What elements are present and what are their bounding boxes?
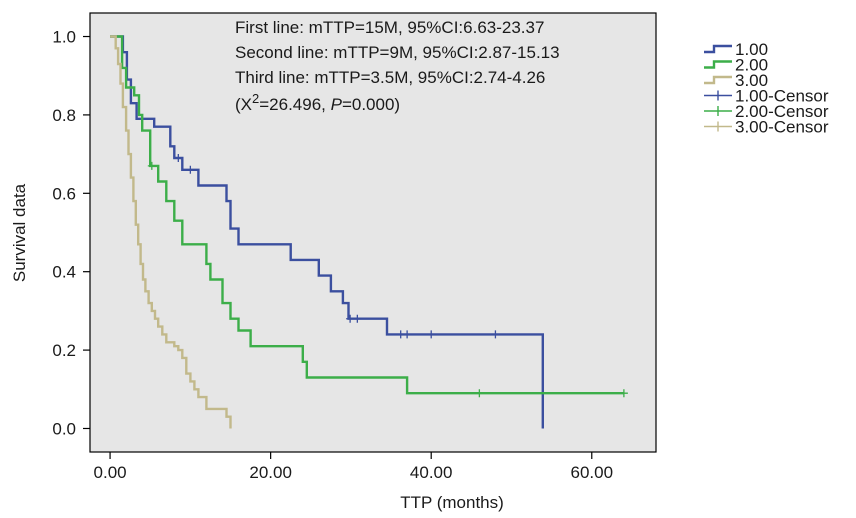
legend-label-2: 2.00 xyxy=(735,56,768,75)
legend-swatch-1 xyxy=(704,44,732,54)
legend-censor-label-3: 3.00-Censor xyxy=(735,118,829,137)
y-tick-label: 0.0 xyxy=(52,419,76,438)
series-1-censor-mark xyxy=(174,154,183,163)
y-tick-label: 0.4 xyxy=(52,263,76,282)
plot-area xyxy=(89,12,657,453)
legend-censor-swatch-1 xyxy=(704,90,732,101)
series-1-censor-mark xyxy=(346,314,355,323)
legend-label-1: 1.00 xyxy=(735,40,768,59)
annotation-statistic: (X2=26.496, P=0.000) xyxy=(235,91,400,114)
series-1-line xyxy=(110,35,544,429)
legend-swatch-3 xyxy=(704,75,732,85)
legend-censor-swatch-2 xyxy=(704,106,732,116)
x-tick-label: 0.00 xyxy=(94,463,127,482)
y-tick-label: 0.6 xyxy=(52,184,76,203)
stat-p-label: P xyxy=(331,95,343,114)
annotation-second-line: Second line: mTTP=9M, 95%CI:2.87-15.13 xyxy=(235,43,560,62)
series-1-censor-mark xyxy=(491,330,500,339)
series-2-censor-mark xyxy=(475,389,484,398)
stat-value: =26.496, xyxy=(259,95,330,114)
series-2-line xyxy=(110,35,624,395)
series-2-censor-mark xyxy=(619,389,628,398)
y-axis-label: Survival data xyxy=(10,183,29,282)
y-tick-label: 1.0 xyxy=(52,28,76,47)
series-1-censor-mark xyxy=(353,314,362,323)
legend-censor-label-1: 1.00-Censor xyxy=(735,87,829,106)
stat-open: (X xyxy=(235,95,252,114)
legend-censor-swatch-3 xyxy=(704,121,732,132)
stats-annotation: First line: mTTP=15M, 95%CI:6.63-23.37 S… xyxy=(235,18,560,114)
series-1-censor-mark xyxy=(186,165,195,174)
series-layer xyxy=(110,35,628,429)
stat-p-value: =0.000) xyxy=(342,95,400,114)
legend-swatch-2 xyxy=(704,60,732,69)
x-tick-label: 20.00 xyxy=(249,463,292,482)
series-1-censor-mark xyxy=(427,330,436,339)
legend: 1.002.003.001.00-Censor2.00-Censor3.00-C… xyxy=(704,40,829,137)
annotation-third-line: Third line: mTTP=3.5M, 95%CI:2.74-4.26 xyxy=(235,68,545,87)
x-tick-label: 40.00 xyxy=(410,463,453,482)
series-2-censor-mark xyxy=(147,161,156,170)
series-1-censor-mark xyxy=(403,330,412,339)
stat-superscript: 2 xyxy=(252,91,259,106)
x-tick-label: 60.00 xyxy=(570,463,613,482)
legend-censor-label-2: 2.00-Censor xyxy=(735,102,829,121)
x-axis-label: TTP (months) xyxy=(400,493,504,512)
legend-label-3: 3.00 xyxy=(735,71,768,90)
y-tick-label: 0.8 xyxy=(52,106,76,125)
annotation-first-line: First line: mTTP=15M, 95%CI:6.63-23.37 xyxy=(235,18,544,37)
y-tick-label: 0.2 xyxy=(52,341,76,360)
axes: 0.0 0.2 0.4 0.6 0.8 1.0 0.00 20.00 40.00 60.00 xyxy=(52,28,613,482)
series-3-line xyxy=(110,35,232,429)
